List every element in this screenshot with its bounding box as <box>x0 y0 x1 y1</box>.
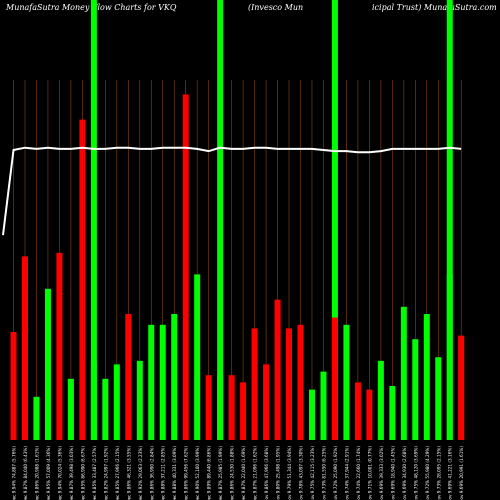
data-bar <box>205 375 212 440</box>
x-axis-label: Tue 23 Dec 9.87% 39,498 (3.03%) <box>69 446 74 500</box>
data-bar <box>56 252 63 440</box>
highlight-bar <box>331 0 338 440</box>
x-axis-label: Fri 05 Dec 9.89% 89,440 (6.86%) <box>207 446 212 500</box>
data-bar <box>67 378 74 440</box>
data-bar <box>320 371 327 440</box>
x-axis-label: Mon 15 Dec 9.92% 29,063 (2.23%) <box>138 446 143 500</box>
highlight-bar <box>90 0 97 440</box>
x-axis-label: Tue 04 Nov 9.69% 41,221 (3.16%) <box>448 446 453 500</box>
x-axis-label: Mon 17 Nov 9.74% 22,660 (1.74%) <box>356 446 361 500</box>
x-axis-label: Thu 04 Dec 9.87% 25,985 (1.99%) <box>218 446 223 500</box>
x-axis-label: Wed 12 Nov 9.69% 18,940 (1.45%) <box>390 446 395 500</box>
x-axis-label: Wed 24 Dec 9.94% 70,024 (5.36%) <box>57 446 62 500</box>
data-bar <box>148 324 155 440</box>
x-axis-label: Thu 13 Nov 9.69% 39,333 (3.02%) <box>379 446 384 500</box>
highlight-bar <box>446 0 453 440</box>
x-axis-label: Fri 28 Nov 9.86% 47,966 (3.68%) <box>264 446 269 500</box>
x-axis-label: Thu 18 Dec 9.82% 24,997 (1.92%) <box>103 446 108 500</box>
x-axis-label: Wed 17 Dec 9.85% 27,966 (2.15%) <box>115 446 120 500</box>
x-axis-label: Tue 30 Dec 9.87% 84,040 (6.43%) <box>23 446 28 500</box>
data-bar <box>194 274 201 440</box>
x-axis-label: Mon 29 Dec 9.86% 20,988 (1.61%) <box>34 446 39 500</box>
data-bar <box>44 288 51 440</box>
x-axis-label: Wed 05 Nov 9.73% 28,095 (2.15%) <box>436 446 441 500</box>
highlight-bar <box>217 0 224 440</box>
x-axis-label: Tue 25 Nov 9.79% 51,344 (3.94%) <box>287 446 292 500</box>
data-bar <box>10 332 17 440</box>
data-bar <box>240 382 247 440</box>
data-bar <box>79 119 86 440</box>
x-axis-label: Wed 26 Nov 9.80% 25,498 (1.95%) <box>276 446 281 500</box>
x-axis-label: Mon 08 Dec 9.90% 52,100 (3.99%) <box>195 446 200 500</box>
x-axis-label: Mon 03 Nov 9.69% 20,991 (1.61%) <box>459 446 464 500</box>
x-axis-label: Thu 20 Nov 9.73% 81,550 (6.25%) <box>321 446 326 500</box>
data-bar <box>343 324 350 440</box>
x-axis-label: Fri 26 Dec 9.95% 57,009 (4.36%) <box>46 446 51 500</box>
x-axis-label: Fri 07 Nov 9.75% 48,120 (3.69%) <box>413 446 418 500</box>
data-bar <box>354 382 361 440</box>
data-bar <box>389 386 396 440</box>
x-axis-label: Mon 10 Nov 9.69% 34,930 (2.68%) <box>402 446 407 500</box>
data-bar <box>400 306 407 440</box>
data-bar <box>159 324 166 440</box>
data-bar <box>377 360 384 440</box>
x-axis-label: Fri 14 Nov 9.71% 10,001 (0.77%) <box>367 446 372 500</box>
x-axis-label: Tue 18 Nov 9.74% 37,944 (2.91%) <box>344 446 349 500</box>
data-bar <box>366 389 373 440</box>
data-bar <box>21 256 28 440</box>
x-axis-label: Fri 19 Dec 9.85% 33,487 (2.57%) <box>92 446 97 500</box>
data-bar <box>274 299 281 440</box>
x-axis-label: Mon 22 Dec 9.85% 86,990 (6.67%) <box>80 446 85 500</box>
data-bar <box>423 314 430 440</box>
data-bar <box>102 378 109 440</box>
chart-title-middle: (Invesco Mun <box>248 3 304 12</box>
data-bar <box>90 360 97 440</box>
x-axis-label: Wed 31 Dec 9.94% 74,887 (5.76%) <box>12 446 17 500</box>
x-axis-label: Fri 21 Nov 9.75% 42,115 (3.23%) <box>310 446 315 500</box>
x-axis-label: Fri 12 Dec 9.86% 36,990 (2.84%) <box>149 446 154 500</box>
data-bar <box>228 375 235 440</box>
data-bar <box>217 375 224 440</box>
x-axis-label: Wed 03 Dec 9.86% 24,530 (1.88%) <box>230 446 235 500</box>
x-axis-label: Thu 06 Nov 9.72% 55,980 (4.29%) <box>425 446 430 500</box>
price-line <box>2 146 462 236</box>
data-bar <box>171 314 178 440</box>
x-axis-label: Wed 10 Dec 9.88% 40,331 (3.09%) <box>172 446 177 500</box>
x-axis-label: Wed 19 Nov 9.72% 25,090 (1.92%) <box>333 446 338 500</box>
data-bar <box>297 324 304 440</box>
data-bar <box>435 357 442 440</box>
chart-title-right: icipal Trust) MunafaSutra.com <box>372 3 497 12</box>
x-axis-label: Mon 24 Nov 9.78% 43,097 (3.30%) <box>299 446 304 500</box>
data-bar <box>331 317 338 440</box>
data-bar <box>286 328 293 440</box>
data-bar <box>33 396 40 440</box>
x-axis-label: Tue 09 Dec 9.86% 99,456 (7.62%) <box>184 446 189 500</box>
x-axis-label: Mon 01 Dec 9.87% 21,096 (1.62%) <box>253 446 258 500</box>
data-bar <box>182 94 189 441</box>
data-bar <box>136 360 143 440</box>
data-bar <box>263 364 270 440</box>
data-bar <box>125 314 132 440</box>
x-axis-label: Thu 11 Dec 9.88% 37,211 (2.85%) <box>161 446 166 500</box>
data-bar <box>251 328 258 440</box>
x-axis-label: Tue 02 Dec 9.87% 22,040 (1.69%) <box>241 446 246 500</box>
data-bar <box>412 339 419 440</box>
data-bar <box>113 364 120 440</box>
data-bar <box>458 335 465 440</box>
data-bar <box>446 274 453 440</box>
x-axis-label: Tue 16 Dec 9.86% 46,321 (3.55%) <box>126 446 131 500</box>
data-bar <box>308 389 315 440</box>
